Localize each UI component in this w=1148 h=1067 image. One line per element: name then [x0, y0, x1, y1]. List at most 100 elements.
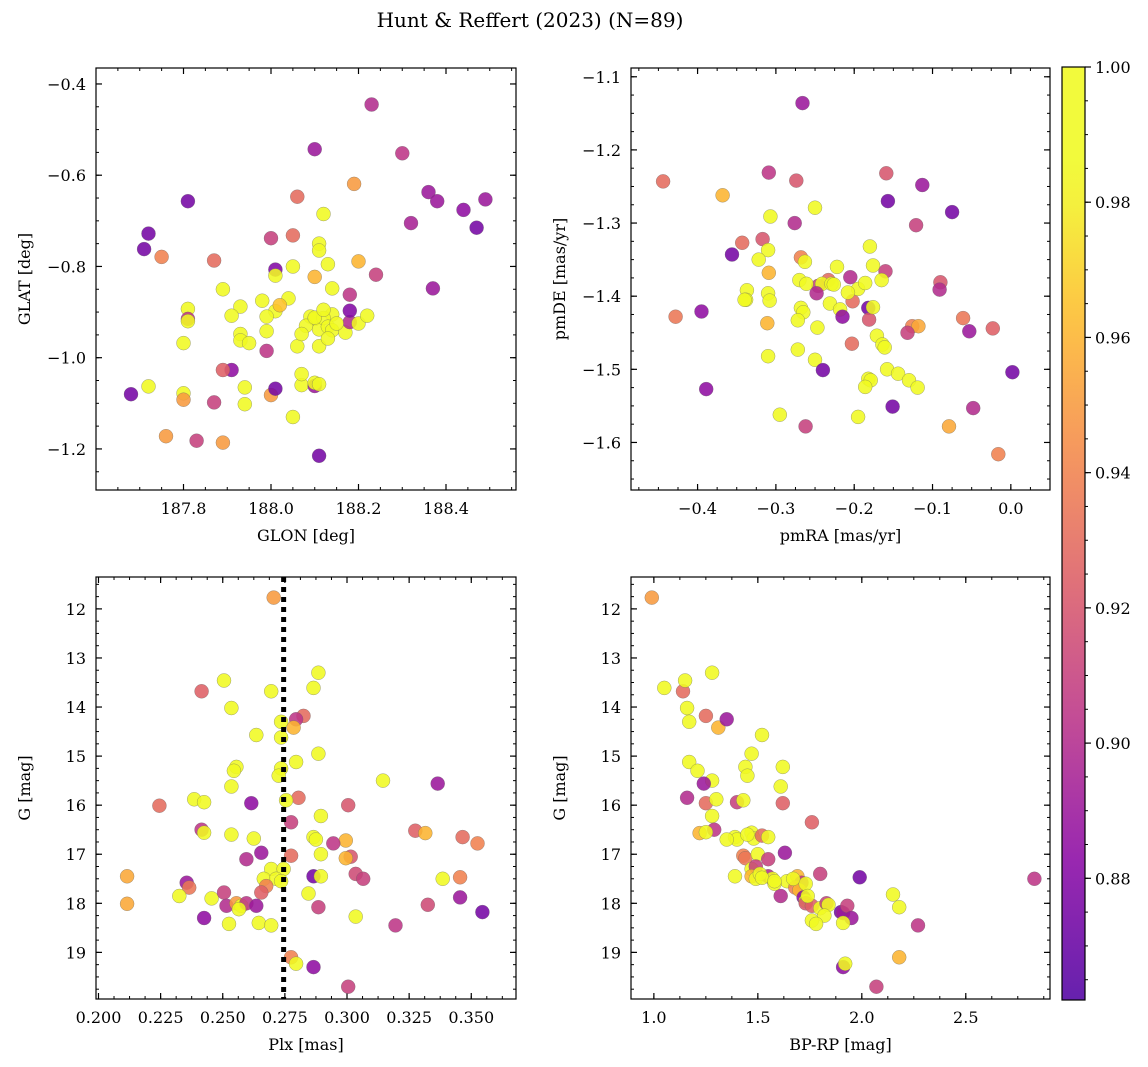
scatter-point	[272, 297, 288, 313]
scatter-point	[800, 888, 815, 904]
x-tick-label: 2.0	[849, 1008, 874, 1027]
scatter-point	[301, 886, 316, 901]
scatter-point	[196, 910, 212, 926]
scatter-point	[311, 899, 326, 915]
scatter-point	[307, 141, 322, 157]
y-tick-label: −0.4	[47, 75, 86, 94]
scatter-point	[221, 916, 237, 932]
scatter-point	[754, 727, 770, 743]
y-tick-label: 14	[601, 698, 621, 717]
scatter-point	[368, 267, 384, 282]
scatter-point	[176, 335, 191, 351]
scatter-point	[263, 230, 279, 246]
scatter-point	[306, 680, 321, 696]
scatter-point	[775, 795, 791, 811]
colorbar-frame	[1061, 66, 1086, 1001]
scatter-point	[313, 808, 329, 824]
scatter-point	[760, 348, 776, 364]
scatter-point	[403, 215, 419, 231]
scatter-point	[807, 352, 823, 368]
scatter-point	[268, 268, 283, 283]
scatter-point	[420, 897, 436, 913]
scatter-point	[288, 956, 304, 971]
scatter-point	[320, 256, 336, 272]
scatter-point	[119, 896, 135, 912]
x-tick-label: 0.250	[200, 1008, 246, 1027]
scatter-point	[283, 815, 299, 830]
scatter-point	[254, 885, 269, 900]
scatter-point	[777, 845, 793, 861]
y-tick-label: −1.5	[582, 360, 621, 379]
scatter-point	[324, 281, 340, 296]
ticks	[96, 577, 516, 999]
scatter-point	[316, 206, 331, 222]
x-axis-label: BP-RP [mag]	[789, 1035, 891, 1054]
scatter-point	[215, 362, 231, 378]
scatter-point	[829, 259, 845, 275]
scatter-point	[891, 899, 907, 915]
scatter-point	[351, 254, 366, 269]
x-tick-label: 1.0	[641, 1008, 666, 1027]
x-tick-label: 2.5	[953, 1008, 978, 1027]
scatter-point	[158, 428, 174, 444]
scatter-point	[789, 173, 804, 188]
scatter-point	[246, 831, 262, 846]
scatter-point	[224, 700, 239, 716]
x-tick-label: 0.325	[386, 1008, 432, 1027]
scatter-point	[655, 174, 671, 189]
scatter-point	[991, 446, 1006, 462]
scatter-point	[744, 746, 759, 761]
scatter-point	[681, 714, 697, 730]
scatter-point	[962, 324, 977, 339]
scatter-point	[215, 282, 231, 297]
y-tick-label: −1.1	[582, 68, 621, 87]
plot-frame	[95, 576, 517, 1000]
y-tick-label: 17	[66, 845, 86, 864]
data-points	[123, 97, 493, 464]
y-tick-label: 16	[601, 796, 621, 815]
scatter-point	[900, 325, 915, 341]
data-points	[644, 590, 1042, 994]
x-tick-label: 0.275	[262, 1008, 308, 1027]
scatter-point	[237, 396, 253, 412]
panel-pmra-pmde: −0.4 −0.3 −0.2 −0.1 0.0 −1.6 −1.5 −1.4 −1.3 −1.2 −…	[550, 67, 1051, 545]
scatter-point	[285, 409, 301, 425]
scatter-point	[932, 282, 947, 297]
scatter-point	[475, 904, 490, 920]
scatter-point	[172, 888, 187, 904]
scatter-point	[418, 825, 433, 841]
scatter-point	[194, 684, 209, 699]
scatter-point	[799, 276, 814, 292]
y-tick-label: 13	[601, 649, 621, 668]
x-tick-label: 0.0	[998, 499, 1023, 518]
scatter-point	[375, 773, 391, 788]
scatter-point	[698, 708, 714, 724]
scatter-point	[364, 97, 379, 112]
x-tick-label: 187.8	[161, 499, 207, 518]
scatter-point	[694, 304, 709, 319]
scatter-point	[890, 366, 906, 381]
scatter-point	[176, 392, 191, 407]
scatter-point	[727, 869, 743, 884]
scatter-point	[452, 870, 468, 885]
panel-bprp-g: 1.0 1.5 2.0 2.5 12 13 14 15 16 17 18 19 BP-RP [mag] G…	[550, 576, 1051, 1054]
scatter-point	[815, 362, 831, 378]
scatter-point	[812, 866, 828, 882]
scatter-point	[915, 177, 930, 193]
scatter-point	[944, 204, 960, 220]
y-tick-label: 18	[601, 894, 621, 913]
scatter-point	[865, 258, 881, 273]
scatter-point	[216, 885, 232, 900]
scatter-point	[455, 829, 470, 845]
scatter-point	[320, 331, 336, 346]
y-tick-label: −1.2	[47, 440, 86, 459]
scatter-point	[249, 898, 264, 914]
scatter-point	[263, 918, 279, 933]
scatter-point	[251, 915, 267, 931]
scatter-point	[798, 419, 813, 434]
y-tick-label: 15	[601, 747, 621, 766]
scatter-point	[852, 870, 867, 885]
scatter-point	[790, 313, 806, 328]
scatter-point	[762, 293, 777, 308]
